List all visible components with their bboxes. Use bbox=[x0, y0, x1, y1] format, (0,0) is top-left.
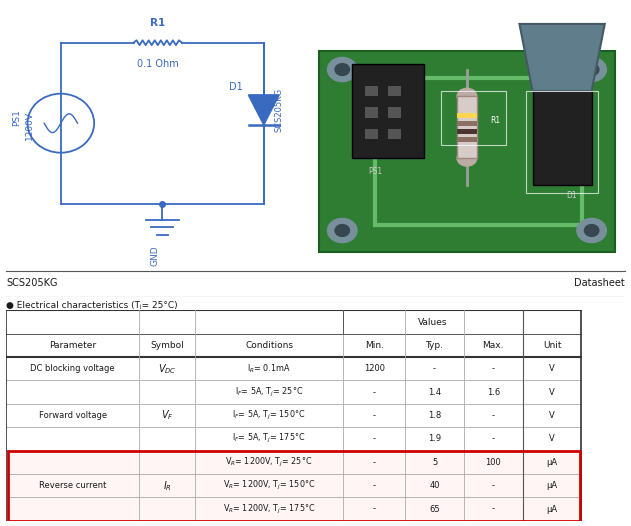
Text: D1: D1 bbox=[567, 191, 577, 200]
Text: -: - bbox=[492, 411, 495, 420]
Circle shape bbox=[335, 225, 350, 236]
Text: 1.8: 1.8 bbox=[428, 411, 441, 420]
Bar bbox=[365, 86, 379, 96]
Text: 1.6: 1.6 bbox=[487, 388, 500, 397]
Text: Datasheet: Datasheet bbox=[574, 278, 625, 288]
Text: Forward voltage: Forward voltage bbox=[38, 411, 107, 420]
Text: 65: 65 bbox=[429, 504, 440, 513]
Text: -: - bbox=[373, 411, 375, 420]
Text: I$_R$= 0.1mA: I$_R$= 0.1mA bbox=[247, 362, 291, 375]
Circle shape bbox=[457, 88, 477, 104]
Text: Parameter: Parameter bbox=[49, 341, 97, 350]
Polygon shape bbox=[519, 24, 604, 91]
Text: I$_F$= 5A, T$_j$= 175°C: I$_F$= 5A, T$_j$= 175°C bbox=[232, 432, 306, 446]
Text: V: V bbox=[549, 365, 555, 373]
Text: -: - bbox=[492, 434, 495, 443]
Bar bbox=[457, 113, 477, 118]
Text: V: V bbox=[549, 411, 555, 420]
Text: -: - bbox=[373, 458, 375, 467]
Text: -: - bbox=[373, 434, 375, 443]
Text: 1200: 1200 bbox=[363, 365, 385, 373]
Circle shape bbox=[584, 225, 599, 236]
Circle shape bbox=[577, 218, 606, 242]
Text: Min.: Min. bbox=[365, 341, 384, 350]
Text: -: - bbox=[492, 365, 495, 373]
Text: Typ.: Typ. bbox=[425, 341, 444, 350]
Bar bbox=[6, 451, 581, 474]
Bar bbox=[457, 96, 477, 158]
Text: GND: GND bbox=[150, 245, 159, 266]
Bar bbox=[388, 107, 401, 118]
Text: -: - bbox=[492, 504, 495, 513]
Text: 1.4: 1.4 bbox=[428, 388, 441, 397]
Text: R1: R1 bbox=[150, 18, 165, 28]
Text: V: V bbox=[549, 388, 555, 397]
Text: $I_R$: $I_R$ bbox=[163, 479, 172, 492]
Bar bbox=[6, 474, 581, 498]
Text: PS1: PS1 bbox=[368, 167, 382, 176]
Polygon shape bbox=[249, 95, 279, 125]
Text: μA: μA bbox=[546, 504, 558, 513]
Text: SCS205KG: SCS205KG bbox=[274, 88, 283, 132]
Text: V$_R$= 1200V, T$_j$= 175°C: V$_R$= 1200V, T$_j$= 175°C bbox=[223, 502, 316, 515]
Text: SCS205KG: SCS205KG bbox=[6, 278, 58, 288]
Polygon shape bbox=[319, 51, 615, 252]
Text: 5: 5 bbox=[432, 458, 437, 467]
Bar bbox=[365, 107, 379, 118]
Bar bbox=[8, 451, 580, 521]
Text: Max.: Max. bbox=[483, 341, 504, 350]
Text: I$_F$= 5A, T$_j$= 25°C: I$_F$= 5A, T$_j$= 25°C bbox=[235, 386, 304, 399]
Text: Unit: Unit bbox=[543, 341, 562, 350]
Text: PS1: PS1 bbox=[13, 109, 21, 126]
Text: -: - bbox=[373, 481, 375, 490]
Bar bbox=[365, 128, 379, 139]
Circle shape bbox=[327, 218, 357, 242]
Bar bbox=[457, 129, 477, 134]
Text: Reverse current: Reverse current bbox=[39, 481, 107, 490]
Text: -: - bbox=[373, 388, 375, 397]
Bar bbox=[457, 137, 477, 142]
Circle shape bbox=[584, 64, 599, 75]
Text: Conditions: Conditions bbox=[245, 341, 293, 350]
FancyBboxPatch shape bbox=[352, 64, 424, 158]
Bar bbox=[388, 86, 401, 96]
Circle shape bbox=[335, 64, 350, 75]
Text: ● Electrical characteristics (Tⱼ= 25°C): ● Electrical characteristics (Tⱼ= 25°C) bbox=[6, 300, 178, 310]
Bar bbox=[457, 121, 477, 126]
Text: μA: μA bbox=[546, 458, 558, 467]
Text: Symbol: Symbol bbox=[150, 341, 184, 350]
Bar bbox=[526, 91, 598, 193]
Text: 0.1 Ohm: 0.1 Ohm bbox=[137, 59, 179, 69]
Text: 1200V: 1200V bbox=[25, 112, 33, 140]
Text: -: - bbox=[373, 504, 375, 513]
Circle shape bbox=[457, 150, 477, 166]
Bar bbox=[440, 91, 506, 145]
Text: DC blocking voltage: DC blocking voltage bbox=[30, 365, 115, 373]
Text: D1: D1 bbox=[229, 83, 242, 93]
Circle shape bbox=[577, 57, 606, 82]
Bar bbox=[6, 498, 581, 521]
Text: 100: 100 bbox=[485, 458, 501, 467]
Text: R1: R1 bbox=[490, 116, 500, 125]
Text: -: - bbox=[492, 481, 495, 490]
Text: μA: μA bbox=[546, 481, 558, 490]
Text: -: - bbox=[433, 365, 436, 373]
Bar bbox=[533, 91, 592, 185]
Circle shape bbox=[327, 57, 357, 82]
Text: V$_R$= 1200V, T$_j$= 25°C: V$_R$= 1200V, T$_j$= 25°C bbox=[225, 456, 313, 469]
Text: V: V bbox=[549, 434, 555, 443]
Bar bbox=[388, 128, 401, 139]
Text: $V_F$: $V_F$ bbox=[161, 409, 174, 422]
Text: $V_{DC}$: $V_{DC}$ bbox=[158, 362, 177, 376]
Text: 40: 40 bbox=[429, 481, 440, 490]
Text: 1.9: 1.9 bbox=[428, 434, 441, 443]
Text: V$_R$= 1200V, T$_j$= 150°C: V$_R$= 1200V, T$_j$= 150°C bbox=[223, 479, 316, 492]
Text: I$_F$= 5A, T$_j$= 150°C: I$_F$= 5A, T$_j$= 150°C bbox=[232, 409, 306, 422]
Text: Values: Values bbox=[418, 318, 448, 327]
